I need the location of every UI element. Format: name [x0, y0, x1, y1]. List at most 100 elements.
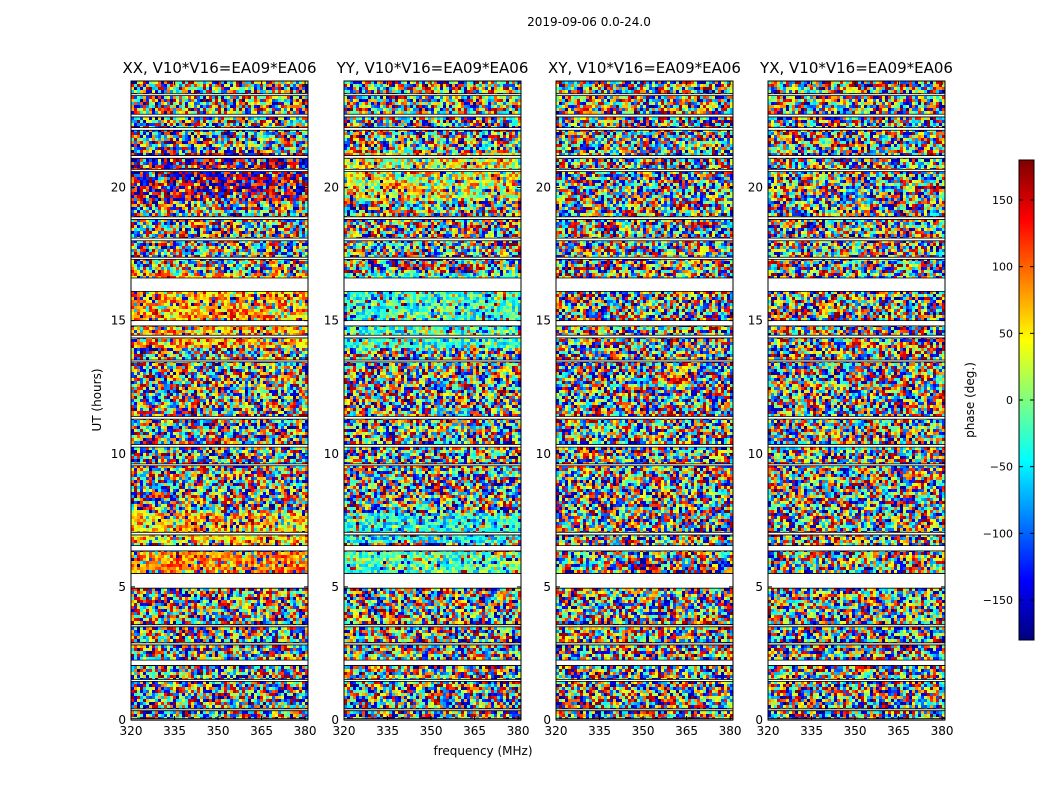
- flagged-band: [344, 679, 521, 682]
- y-tick-label: 20: [111, 181, 126, 195]
- x-tick-label: 335: [800, 724, 823, 738]
- flagged-band: [556, 216, 733, 220]
- flagged-band: [556, 155, 733, 159]
- chart-title: 2019-09-06 0.0-24.0: [527, 15, 651, 29]
- flagged-band: [344, 278, 521, 292]
- colorbar-label: phase (deg.): [963, 362, 977, 438]
- flagged-band: [344, 416, 521, 420]
- x-axis-label: frequency (MHz): [433, 744, 532, 758]
- x-tick-label: 380: [719, 724, 742, 738]
- flagged-band: [131, 545, 308, 551]
- flagged-band: [556, 360, 733, 362]
- flagged-band: [344, 573, 521, 589]
- flagged-band: [131, 532, 308, 535]
- flagged-band: [768, 532, 945, 535]
- x-tick-label: 335: [588, 724, 611, 738]
- panel-title: YX, V10*V16=EA09*EA06: [759, 59, 953, 77]
- flagged-band: [344, 708, 521, 711]
- flagged-band: [131, 718, 308, 721]
- flagged-band: [768, 573, 945, 589]
- flagged-band: [768, 320, 945, 326]
- y-tick-label: 0: [543, 713, 551, 727]
- flagged-band: [556, 573, 733, 589]
- flagged-band: [556, 278, 733, 292]
- panel-title: XY, V10*V16=EA09*EA06: [548, 59, 741, 77]
- colorbar-tick-label: −150: [983, 594, 1013, 607]
- panel-frame: [130, 80, 309, 721]
- flagged-band: [556, 257, 733, 260]
- y-tick-label: 5: [755, 580, 763, 594]
- flagged-band: [131, 278, 308, 292]
- flagged-band: [556, 463, 733, 466]
- flagged-band: [768, 335, 945, 338]
- flagged-band: [556, 642, 733, 645]
- y-tick-label: 10: [536, 447, 551, 461]
- flagged-band: [344, 114, 521, 117]
- x-tick-label: 320: [333, 724, 356, 738]
- flagged-band: [768, 545, 945, 551]
- flagged-band: [344, 155, 521, 159]
- x-tick-label: 365: [250, 724, 273, 738]
- flagged-band: [344, 642, 521, 645]
- y-tick-label: 5: [331, 580, 339, 594]
- x-tick-label: 350: [844, 724, 867, 738]
- flagged-band: [344, 169, 521, 172]
- x-tick-label: 380: [507, 724, 530, 738]
- flagged-band: [131, 660, 308, 666]
- y-tick-label: 5: [543, 580, 551, 594]
- flagged-band: [556, 679, 733, 682]
- x-tick-label: 335: [376, 724, 399, 738]
- panel-2: YY, V10*V16=EA09*EA06 320 335 350 365 380 0 5 10…: [324, 59, 530, 738]
- phase-heatmap-image: [768, 81, 945, 720]
- y-tick-label: 10: [748, 447, 763, 461]
- flagged-band: [556, 238, 733, 241]
- flagged-band: [131, 127, 308, 131]
- colorbar-tick-label: −100: [983, 527, 1013, 540]
- flagged-band: [556, 660, 733, 666]
- flagged-band: [131, 93, 308, 96]
- flagged-band: [131, 416, 308, 420]
- panels-group: XX, V10*V16=EA09*EA06 320 335 350 365 380 0 5 10…: [111, 59, 954, 738]
- flagged-band: [131, 463, 308, 466]
- flagged-band: [344, 660, 521, 666]
- y-tick-label: 20: [324, 181, 339, 195]
- flagged-band: [131, 642, 308, 645]
- flagged-band: [556, 335, 733, 338]
- flagged-band: [768, 463, 945, 466]
- x-tick-label: 350: [207, 724, 230, 738]
- colorbar-tick-label: 0: [1006, 394, 1013, 407]
- panel-frame: [767, 80, 946, 721]
- flagged-band: [344, 545, 521, 551]
- flagged-band: [131, 320, 308, 326]
- colorbar-tick-label: 100: [992, 261, 1013, 274]
- flagged-band: [768, 444, 945, 448]
- y-tick-label: 0: [118, 713, 126, 727]
- panel-3: XY, V10*V16=EA09*EA06 320 335 350 365 380 0 5 10…: [536, 59, 742, 738]
- flagged-band: [556, 169, 733, 172]
- flagged-band: [344, 718, 521, 721]
- flagged-band: [344, 463, 521, 466]
- flagged-band: [344, 257, 521, 260]
- flagged-band: [131, 257, 308, 260]
- x-tick-label: 365: [887, 724, 910, 738]
- flagged-band: [556, 532, 733, 535]
- flagged-band: [131, 169, 308, 172]
- flagged-band: [768, 679, 945, 682]
- x-tick-label: 380: [294, 724, 317, 738]
- flagged-band: [768, 216, 945, 220]
- y-tick-label: 0: [755, 713, 763, 727]
- flagged-band: [344, 624, 521, 627]
- flagged-band: [344, 360, 521, 362]
- y-tick-label: 0: [331, 713, 339, 727]
- panel-title: XX, V10*V16=EA09*EA06: [122, 59, 316, 77]
- x-tick-label: 335: [163, 724, 186, 738]
- flagged-band: [131, 114, 308, 117]
- y-tick-label: 20: [536, 181, 551, 195]
- flagged-band: [556, 718, 733, 721]
- phase-heatmap-image: [131, 81, 308, 720]
- colorbar-tick-label: −50: [990, 461, 1013, 474]
- flagged-band: [131, 624, 308, 627]
- x-tick-label: 365: [463, 724, 486, 738]
- flagged-band: [344, 532, 521, 535]
